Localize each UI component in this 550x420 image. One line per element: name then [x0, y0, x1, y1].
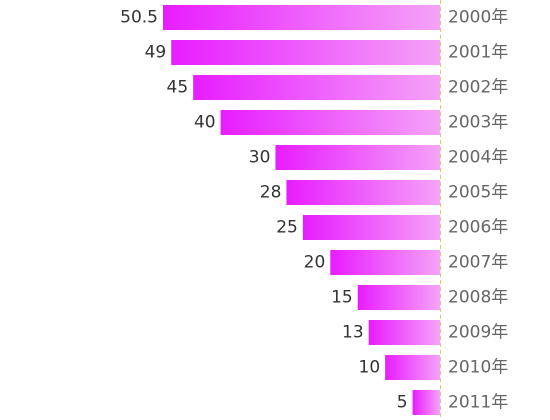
bars: [163, 5, 440, 415]
bar-2: [193, 75, 440, 100]
category-label-3: 2003年: [448, 113, 508, 133]
category-label-7: 2007年: [448, 253, 508, 273]
value-label-0: 50.5: [120, 8, 158, 28]
bar-8: [357, 285, 440, 310]
category-label-11: 2011年: [448, 393, 508, 413]
value-label-3: 40: [194, 113, 216, 133]
bar-10: [385, 355, 440, 380]
bar-5: [286, 180, 440, 205]
value-label-2: 45: [167, 78, 189, 98]
labels: 50.5 2000年 49 2001年 45 2002年 40 2003年 30 2004年 28 2…: [120, 8, 508, 413]
value-label-4: 30: [249, 148, 271, 168]
bar-4: [275, 145, 440, 170]
category-label-10: 2010年: [448, 358, 508, 378]
bar-7: [330, 250, 440, 275]
bar-9: [368, 320, 440, 345]
category-label-0: 2000年: [448, 8, 508, 28]
value-label-11: 5: [397, 393, 408, 413]
value-label-8: 15: [331, 288, 353, 308]
category-label-9: 2009年: [448, 323, 508, 343]
value-label-1: 49: [145, 43, 167, 63]
value-label-5: 28: [260, 183, 282, 203]
category-label-6: 2006年: [448, 218, 508, 238]
bar-0: [163, 5, 440, 30]
value-label-10: 10: [359, 358, 381, 378]
bar-6: [302, 215, 440, 240]
bar-3: [220, 110, 440, 135]
value-label-6: 25: [276, 218, 298, 238]
category-label-1: 2001年: [448, 43, 508, 63]
category-label-4: 2004年: [448, 148, 508, 168]
value-label-7: 20: [304, 253, 326, 273]
category-label-5: 2005年: [448, 183, 508, 203]
category-label-2: 2002年: [448, 78, 508, 98]
category-label-8: 2008年: [448, 288, 508, 308]
bar-1: [171, 40, 440, 65]
bar-11: [412, 390, 440, 415]
value-label-9: 13: [342, 323, 364, 343]
